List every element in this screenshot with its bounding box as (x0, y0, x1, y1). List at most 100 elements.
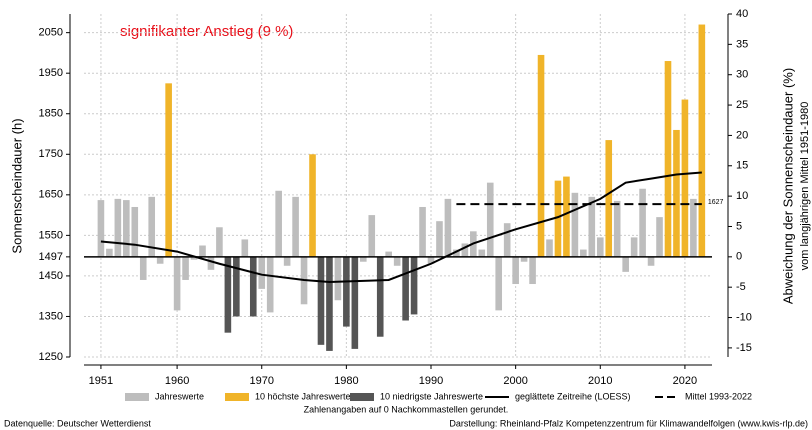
y-tick-label: 1350 (39, 310, 63, 322)
y2-tick-label: 40 (736, 8, 748, 20)
bar (512, 256, 519, 285)
bar (681, 99, 689, 257)
y2-tick-label: 10 (736, 190, 748, 202)
y-tick-label: 1650 (39, 189, 63, 201)
bar (241, 239, 249, 257)
mean-label: 1627 (708, 199, 724, 206)
legend-label: geglättete Zeitreihe (LOESS) (515, 391, 631, 401)
x-tick-label: 1980 (334, 375, 358, 387)
bar (588, 196, 596, 257)
bar (419, 206, 426, 257)
y-tick-label: 1850 (39, 108, 63, 120)
bar (368, 215, 376, 257)
bar (309, 154, 316, 257)
x-tick-label: 1951 (89, 375, 113, 387)
y-tick-label: 1250 (39, 351, 63, 363)
bar (258, 256, 266, 289)
bar (453, 249, 460, 257)
x-tick-label: 2020 (673, 375, 697, 387)
bar (156, 256, 164, 264)
bar (292, 196, 299, 257)
y-tick-label: 1550 (39, 229, 63, 241)
bar (698, 24, 706, 257)
y2-tick-label: 5 (736, 220, 742, 232)
y2-tick-label: 15 (736, 160, 748, 172)
bar (165, 83, 172, 257)
bar (249, 256, 257, 317)
legend-swatch (225, 393, 249, 401)
bar (275, 190, 282, 257)
bar (444, 198, 452, 257)
bar (461, 243, 469, 257)
y2-tick-label: 25 (736, 99, 748, 111)
y2-tick-label: -5 (736, 281, 746, 293)
y-tick-label: 2050 (39, 27, 63, 39)
bar (351, 256, 359, 349)
bar (283, 256, 291, 266)
bar (317, 256, 325, 345)
y-tick-label: 1950 (39, 67, 63, 79)
bar (148, 196, 156, 257)
chart-title: signifikanter Anstieg (9 %) (120, 23, 293, 40)
bar (664, 61, 672, 257)
bar (106, 248, 113, 257)
bar (376, 256, 384, 337)
bar (427, 256, 435, 264)
bar (123, 200, 130, 257)
bar (605, 140, 613, 257)
bar (537, 54, 545, 257)
bar (207, 256, 215, 270)
bar (199, 245, 206, 257)
note: Zahlenangaben auf 0 Nachkommastellen ger… (304, 404, 509, 414)
bar (613, 200, 621, 257)
loess-line (100, 171, 702, 283)
bar (690, 198, 697, 257)
bar (580, 249, 587, 257)
bar (410, 256, 418, 315)
bar (233, 256, 240, 317)
bar (224, 256, 232, 333)
bar (486, 182, 494, 257)
bar (402, 256, 409, 321)
y2-tick-label: 0 (736, 251, 742, 263)
y-tick-label: 1450 (39, 270, 63, 282)
x-tick-label: 1960 (165, 375, 189, 387)
y-tick-label: 1750 (39, 148, 63, 160)
legend-label: 10 höchste Jahreswerte (255, 391, 351, 401)
y-tick-label: 1497 (39, 251, 63, 263)
bar (131, 206, 139, 257)
bar (647, 256, 655, 266)
bar (173, 256, 181, 311)
bar (571, 192, 579, 257)
bar (359, 256, 367, 262)
bar (139, 256, 147, 280)
bar (622, 256, 629, 272)
bar (266, 256, 274, 313)
bar (326, 256, 333, 351)
bar (639, 188, 646, 257)
bar (495, 256, 503, 311)
bar (393, 256, 401, 266)
bar (520, 256, 528, 262)
bar (334, 256, 342, 301)
y2-tick-label: 30 (736, 69, 748, 81)
bar (182, 256, 189, 280)
y2-axis-label: Abweichung der Sonnenscheindauer (%) (780, 68, 795, 304)
legend-swatch (125, 393, 149, 401)
bar (529, 256, 536, 285)
bar (114, 198, 122, 257)
bar (190, 256, 198, 260)
bar (436, 221, 443, 257)
bar (630, 237, 638, 257)
bar (216, 227, 223, 257)
bar (563, 176, 570, 257)
bar (673, 129, 680, 257)
x-tick-label: 1970 (249, 375, 273, 387)
bar (656, 217, 663, 257)
credit: Darstellung: Rheinland-Pfalz Kompetenzze… (449, 418, 808, 428)
y2-tick-label: 35 (736, 38, 748, 50)
source: Datenquelle: Deutscher Wetterdienst (4, 418, 151, 428)
bar (596, 237, 604, 257)
y2-axis-label: vom langjährigen Mittel 1951-1980 (799, 102, 811, 271)
